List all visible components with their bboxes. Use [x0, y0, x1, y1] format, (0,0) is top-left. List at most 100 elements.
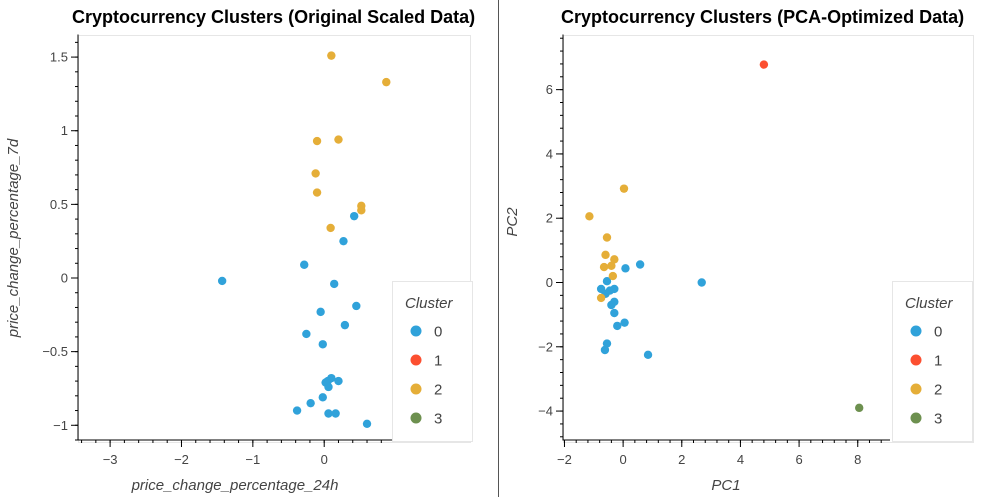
data-point-cluster-2 — [312, 136, 322, 146]
legend-marker-cluster-1 — [410, 354, 422, 366]
legend-label-cluster-1: 1 — [434, 353, 442, 370]
legend-box — [392, 281, 473, 442]
data-point-cluster-0 — [600, 345, 610, 355]
data-point-cluster-1 — [759, 60, 769, 69]
legend-label-cluster-0: 0 — [434, 324, 442, 341]
data-point-cluster-0 — [610, 297, 619, 306]
x-tick-label: 2 — [678, 452, 685, 467]
data-point-cluster-0 — [697, 278, 706, 287]
x-tick-label: −3 — [103, 452, 118, 467]
y-axis-title: PC2 — [504, 207, 521, 237]
data-point-cluster-2 — [599, 262, 609, 272]
x-tick-label: 0 — [620, 452, 627, 467]
chart-title: Cryptocurrency Clusters (Original Scaled… — [72, 7, 475, 27]
data-point-cluster-2 — [382, 77, 391, 87]
y-tick-label: −4 — [538, 404, 553, 419]
data-point-cluster-0 — [349, 211, 359, 221]
data-point-cluster-0 — [610, 284, 619, 294]
y-tick-label: 2 — [546, 211, 553, 226]
legend-title: Cluster — [905, 295, 954, 312]
legend-marker-cluster-2 — [410, 383, 422, 395]
data-point-cluster-0 — [334, 376, 343, 386]
data-point-cluster-0 — [339, 236, 348, 246]
y-tick-label: −2 — [538, 339, 553, 354]
legend-label-cluster-3: 3 — [434, 411, 442, 428]
data-point-cluster-0 — [324, 409, 333, 418]
data-point-cluster-2 — [334, 135, 343, 144]
data-point-cluster-2 — [585, 212, 594, 221]
legend-label-cluster-3: 3 — [934, 411, 942, 428]
legend-label-cluster-2: 2 — [434, 382, 442, 399]
x-tick-label: −2 — [174, 452, 189, 467]
y-tick-label: 1 — [61, 123, 68, 138]
data-point-cluster-0 — [610, 308, 619, 318]
data-point-cluster-2 — [311, 169, 320, 178]
legend-marker-cluster-0 — [410, 325, 422, 337]
data-point-cluster-0 — [300, 260, 309, 269]
x-tick-label: 0 — [321, 452, 328, 467]
y-tick-label: −1 — [53, 418, 68, 433]
chart-panel-1: Cryptocurrency Clusters (PCA-Optimized D… — [504, 7, 974, 494]
legend-label-cluster-2: 2 — [934, 382, 942, 399]
legend-marker-cluster-1 — [910, 354, 922, 366]
data-point-cluster-0 — [602, 339, 612, 348]
legend-marker-cluster-2 — [910, 383, 922, 395]
data-point-cluster-2 — [312, 188, 322, 197]
x-tick-label: −2 — [557, 452, 572, 467]
data-point-cluster-0 — [306, 398, 315, 408]
y-tick-label: 1.5 — [50, 50, 68, 65]
data-point-cluster-0 — [602, 277, 612, 286]
data-point-cluster-0 — [324, 382, 333, 392]
y-tick-label: 0.5 — [50, 197, 68, 212]
data-point-cluster-0 — [331, 409, 340, 418]
y-tick-label: −0.5 — [42, 344, 68, 359]
data-point-cluster-0 — [318, 393, 327, 402]
chart-panel-0: Cryptocurrency Clusters (Original Scaled… — [5, 7, 475, 494]
legend-label-cluster-0: 0 — [934, 324, 942, 341]
legend-label-cluster-1: 1 — [934, 353, 942, 370]
data-point-cluster-2 — [602, 233, 612, 242]
data-point-cluster-0 — [352, 301, 361, 311]
data-point-cluster-3 — [855, 403, 864, 413]
legend-marker-cluster-3 — [910, 412, 922, 424]
data-point-cluster-2 — [601, 250, 610, 260]
data-point-cluster-2 — [327, 51, 336, 60]
legend-marker-cluster-3 — [410, 412, 422, 424]
x-axis-title: price_change_percentage_24h — [131, 477, 339, 494]
data-point-cluster-0 — [340, 320, 350, 330]
data-point-cluster-0 — [217, 276, 227, 286]
data-point-cluster-0 — [362, 419, 372, 428]
x-tick-label: 6 — [795, 452, 802, 467]
data-point-cluster-2 — [619, 184, 629, 193]
y-axis-title: price_change_percentage_7d — [5, 138, 22, 338]
data-point-cluster-0 — [292, 406, 302, 415]
data-point-cluster-2 — [326, 223, 335, 233]
y-tick-label: 4 — [546, 146, 553, 161]
y-tick-label: 0 — [546, 275, 553, 290]
x-tick-label: −1 — [245, 452, 260, 467]
legend-marker-cluster-0 — [910, 325, 922, 337]
data-point-cluster-0 — [316, 307, 325, 317]
data-point-cluster-2 — [357, 206, 366, 215]
data-point-cluster-2 — [610, 255, 619, 264]
x-tick-label: 4 — [737, 452, 744, 467]
data-point-cluster-0 — [620, 318, 629, 327]
y-tick-label: 6 — [546, 82, 553, 97]
x-axis-title: PC1 — [711, 477, 740, 494]
data-point-cluster-2 — [608, 271, 618, 281]
data-point-cluster-0 — [613, 321, 622, 331]
data-point-cluster-2 — [596, 293, 606, 303]
data-point-cluster-0 — [621, 264, 630, 273]
legend-title: Cluster — [405, 295, 454, 312]
data-point-cluster-0 — [318, 340, 327, 349]
y-tick-label: 0 — [61, 271, 68, 286]
x-tick-label: 8 — [854, 452, 861, 467]
data-point-cluster-0 — [329, 279, 339, 289]
legend-box — [892, 281, 973, 442]
data-point-cluster-0 — [302, 329, 311, 339]
data-point-cluster-0 — [635, 260, 645, 269]
chart-title: Cryptocurrency Clusters (PCA-Optimized D… — [561, 7, 964, 27]
data-point-cluster-2 — [607, 261, 616, 270]
